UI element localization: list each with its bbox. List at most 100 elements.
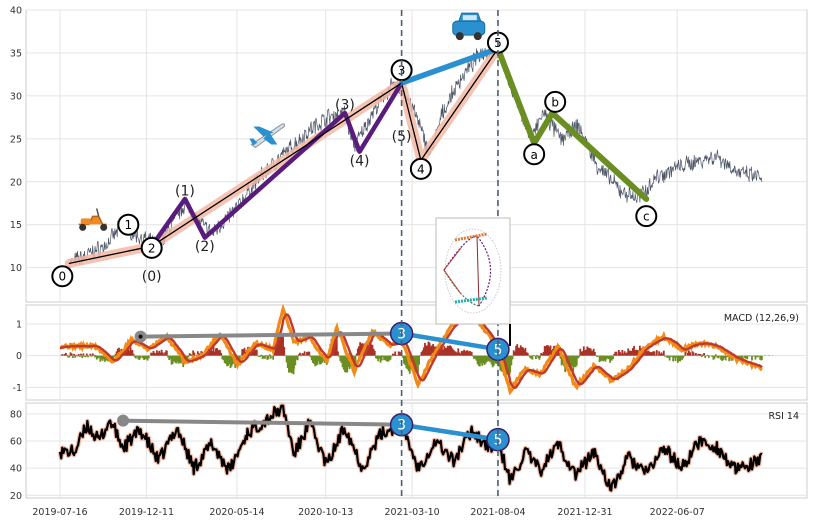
- macd-histogram-bar: [469, 351, 471, 356]
- macd-histogram-bar: [377, 355, 380, 362]
- macd-histogram-bar: [683, 355, 686, 357]
- macd-histogram-bar: [745, 355, 748, 359]
- macd-histogram-bar: [415, 355, 418, 373]
- macd-histogram-bar: [418, 355, 421, 365]
- macd-histogram-bar: [338, 355, 341, 357]
- macd-histogram-bar: [63, 354, 66, 356]
- macd-histogram-bar: [713, 355, 716, 359]
- macd-histogram-bar: [464, 351, 467, 356]
- wave-diagram-inset: [435, 217, 511, 346]
- inset-vertex-lines: [443, 247, 462, 295]
- car-wheel: [473, 32, 482, 41]
- macd-histogram-bar: [621, 349, 624, 356]
- macd-histogram-bar: [276, 335, 279, 356]
- macd-histogram-bar: [591, 351, 593, 356]
- macd-histogram-bar: [513, 351, 516, 356]
- macd-histogram-bar: [94, 355, 96, 358]
- wave-label-circle: [635, 205, 658, 228]
- macd-histogram-bar: [146, 355, 149, 361]
- macd-histogram-bar: [560, 355, 563, 366]
- wave-label-circle: [523, 143, 546, 166]
- macd-histogram-bar: [76, 355, 79, 357]
- wave-label-text: c: [643, 210, 650, 224]
- macd-histogram-bar: [712, 355, 715, 360]
- macd-histogram-bar: [285, 355, 288, 363]
- macd-histogram-bar: [229, 355, 232, 369]
- macd-histogram-bar: [97, 355, 99, 359]
- macd-histogram-bar: [139, 355, 142, 359]
- macd-histogram-bar: [193, 352, 196, 356]
- macd-histogram-bar: [629, 350, 632, 356]
- macd-histogram-bar: [473, 355, 475, 359]
- macd-histogram-bar: [635, 349, 638, 356]
- macd-histogram-bar: [406, 355, 409, 370]
- macd-histogram-bar: [524, 347, 527, 356]
- macd-histogram-bar: [603, 355, 606, 361]
- subwave-label: (0): [142, 269, 162, 285]
- macd-histogram-bar: [518, 347, 521, 356]
- macd-histogram-bar: [697, 353, 700, 356]
- macd-histogram-bar: [530, 355, 533, 359]
- inset-axis: [476, 235, 480, 307]
- macd-histogram-bar: [457, 348, 460, 356]
- macd-histogram-bar: [291, 355, 294, 374]
- macd-histogram-bar: [450, 346, 453, 356]
- macd-histogram-bar: [221, 355, 224, 360]
- macd-histogram-bar: [282, 336, 284, 356]
- macd-histogram-bar: [746, 355, 749, 360]
- macd-histogram-bar: [606, 355, 609, 359]
- macd-histogram-bar: [724, 355, 727, 361]
- macd-histogram-bar: [66, 355, 68, 356]
- macd-histogram-bar: [526, 352, 529, 356]
- macd-histogram-bar: [510, 355, 513, 366]
- macd-histogram-bar: [542, 352, 545, 356]
- macd-histogram-bar: [150, 352, 152, 356]
- macd-histogram-bar: [674, 355, 677, 361]
- subwave-label: (1): [175, 183, 195, 199]
- macd-histogram-bar: [429, 346, 432, 356]
- macd-histogram-bar: [404, 355, 407, 366]
- macd-histogram-bar: [478, 355, 481, 367]
- macd-histogram-bar: [432, 343, 435, 356]
- macd-histogram-bar: [445, 347, 448, 356]
- macd-histogram-bar: [135, 355, 137, 359]
- macd-histogram-bar: [354, 355, 357, 364]
- macd-histogram-bar: [320, 355, 322, 365]
- macd-histogram-bar: [89, 353, 92, 356]
- macd-histogram-bar: [143, 355, 145, 361]
- macd-histogram-bar: [714, 354, 717, 356]
- macd-histogram-bar: [80, 353, 82, 356]
- macd-ytick-label: 1: [16, 320, 22, 331]
- macd-histogram-bar: [130, 352, 133, 356]
- macd-histogram-bar: [95, 355, 98, 360]
- macd-histogram-bar: [477, 355, 480, 366]
- macd-histogram-bar: [661, 353, 664, 356]
- macd-histogram-bar: [254, 349, 257, 356]
- macd-histogram-bar: [668, 355, 671, 361]
- macd-histogram-bar: [676, 355, 679, 363]
- macd-histogram-bar: [664, 355, 666, 357]
- macd-histogram-bar: [566, 355, 569, 372]
- macd-histogram-bar: [597, 355, 600, 357]
- plane-wing: [263, 132, 278, 145]
- macd-histogram-bar: [487, 355, 489, 361]
- macd-histogram-bar: [144, 355, 147, 360]
- macd-histogram-bar: [645, 351, 648, 356]
- macd-histogram-bar: [631, 348, 634, 356]
- macd-histogram-bar: [482, 355, 485, 364]
- macd-histogram-bar: [318, 355, 321, 365]
- macd-histogram-bar: [386, 355, 389, 362]
- macd-histogram-bar: [659, 353, 662, 356]
- macd-histogram-bar: [582, 346, 585, 356]
- macd-histogram-bar: [321, 355, 324, 363]
- macd-histogram-bar: [114, 354, 117, 356]
- macd-histogram-bar: [421, 350, 424, 356]
- macd-histogram-bar: [71, 355, 74, 358]
- macd-histogram-bar: [585, 349, 588, 356]
- macd-histogram-bar: [646, 351, 649, 356]
- macd-histogram-bar: [147, 355, 150, 359]
- macd-histogram-bar: [91, 353, 94, 356]
- macd-histogram-bar: [448, 346, 450, 356]
- rsi-divergence-start-dot: [117, 414, 130, 427]
